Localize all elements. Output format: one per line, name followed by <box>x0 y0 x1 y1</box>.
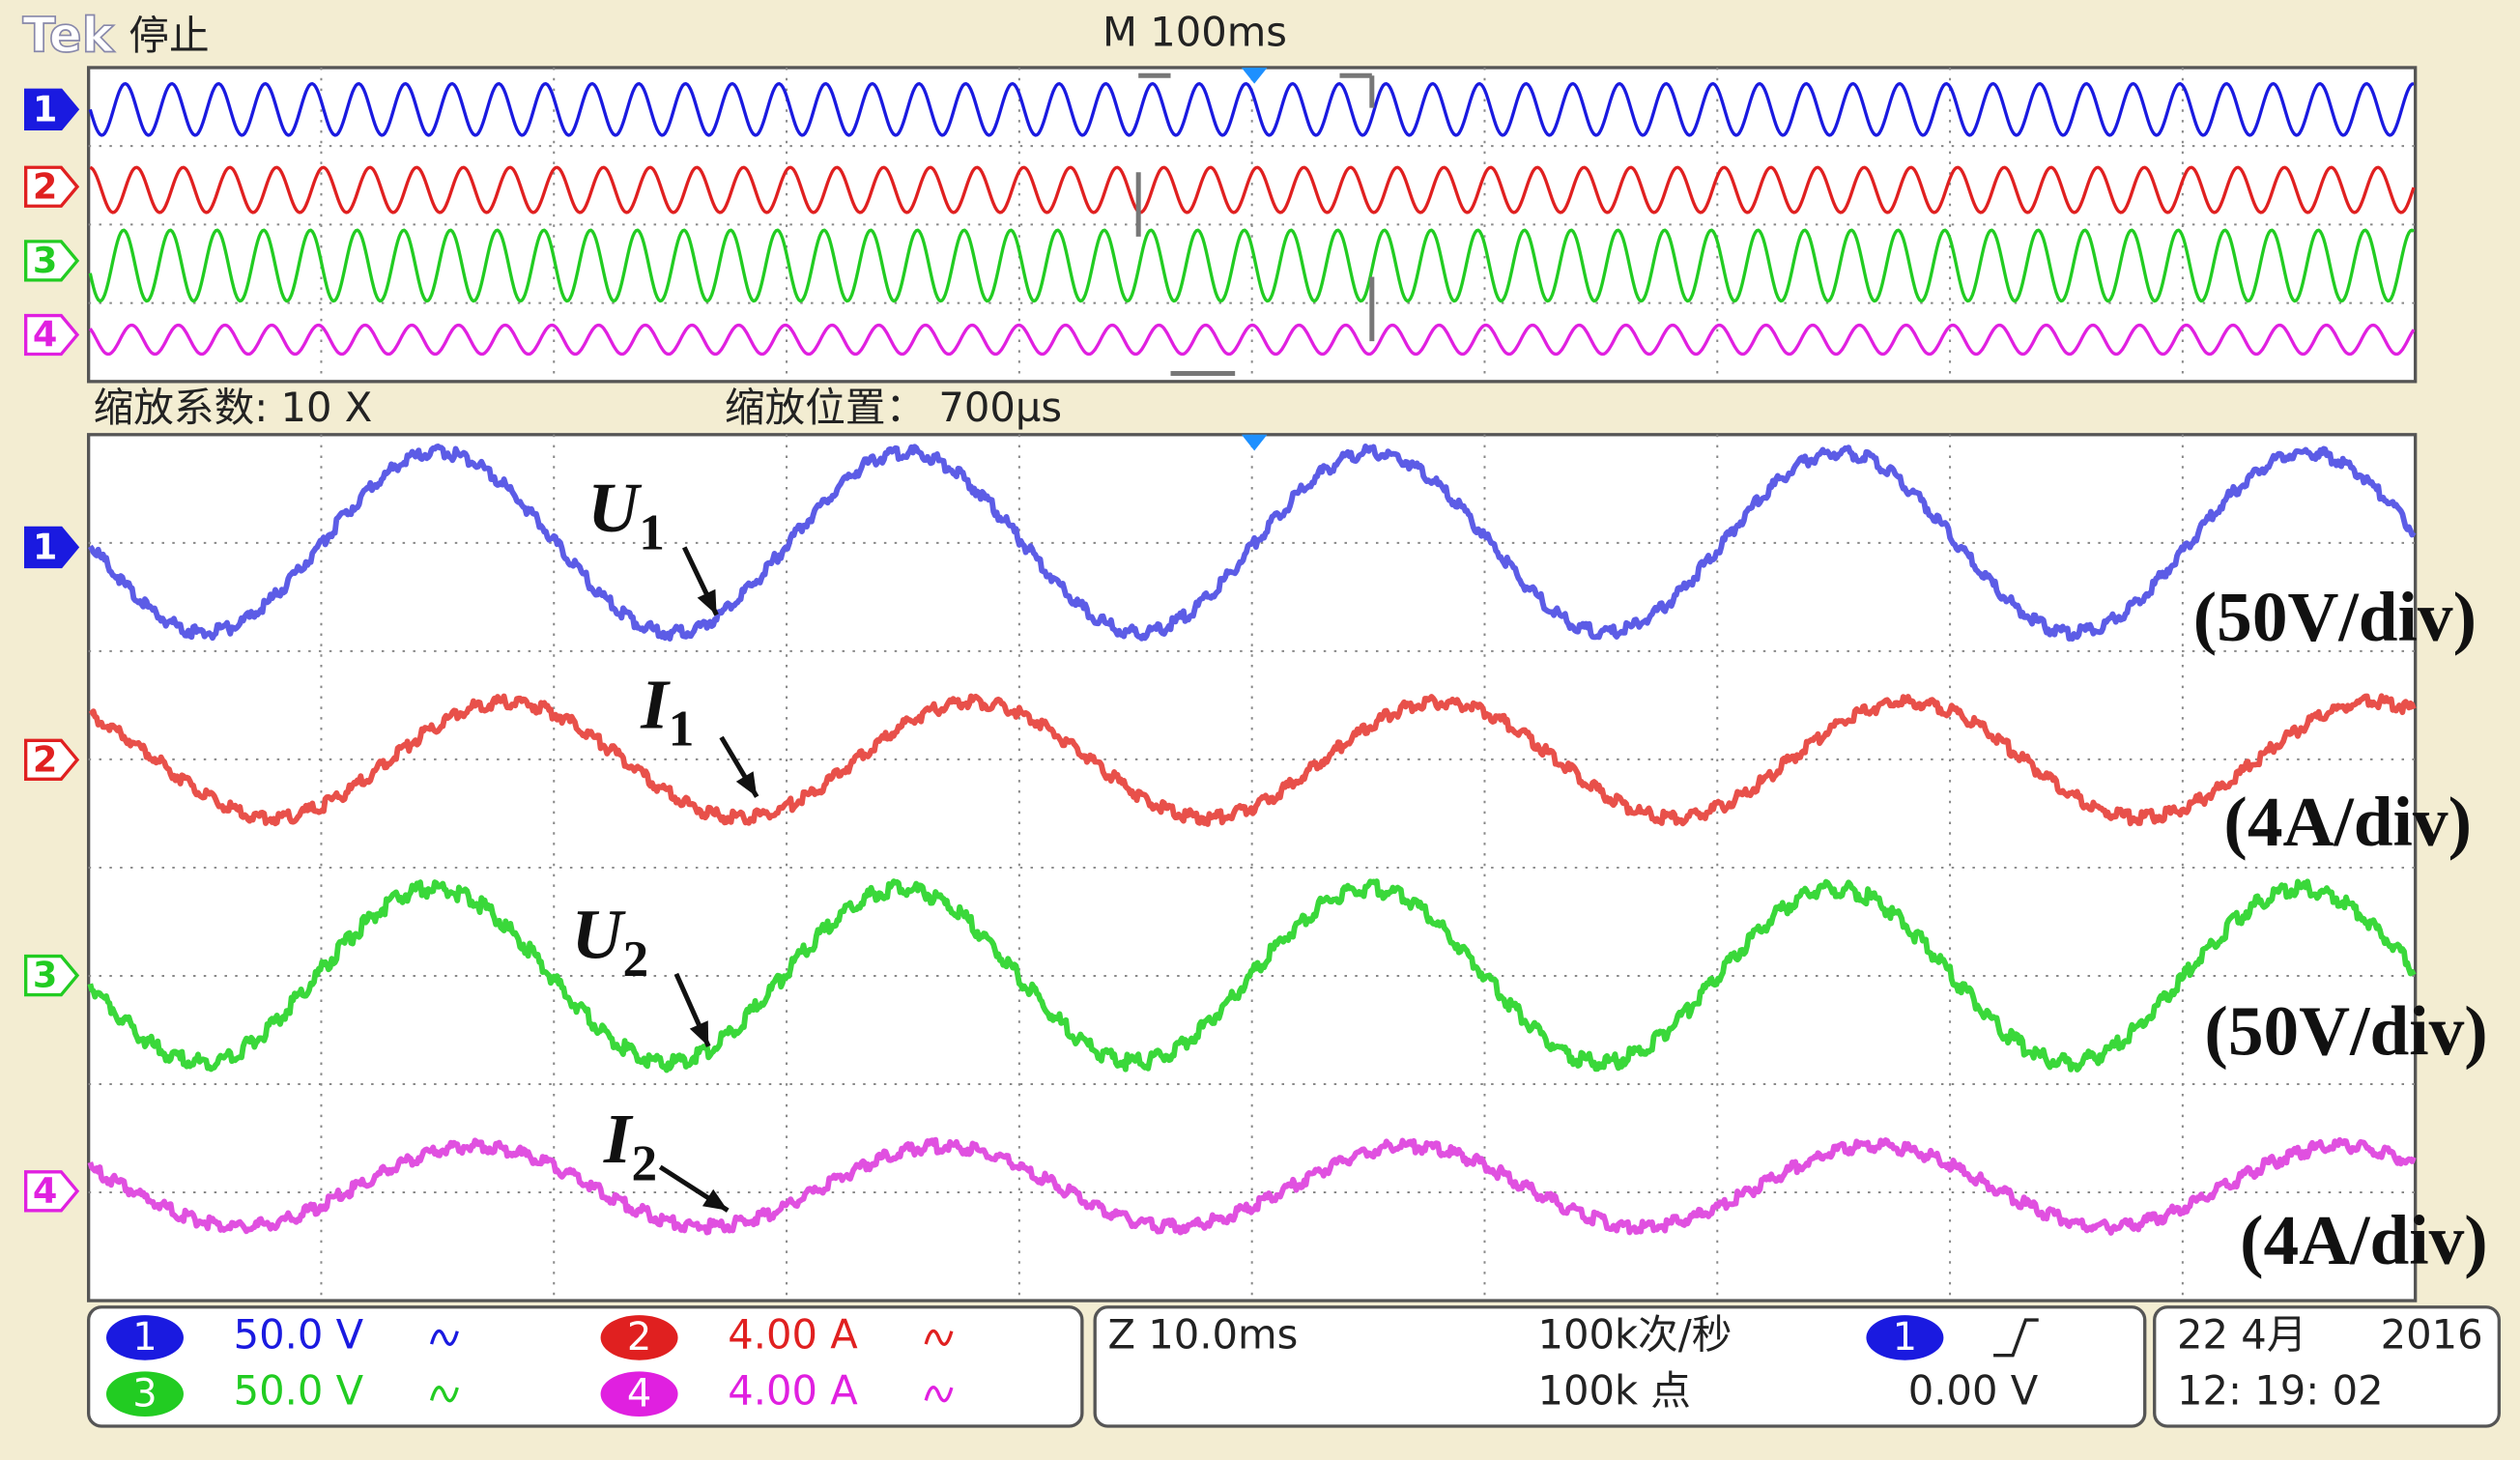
trigger-level: 0.00 V <box>1908 1367 2039 1415</box>
channel-marker-label: 2 <box>33 738 58 780</box>
arrow-head <box>702 1188 729 1211</box>
channel-marker-label: 1 <box>33 527 58 568</box>
channel-marker <box>23 526 80 569</box>
timebase: M 100ms <box>1102 9 1287 56</box>
trigger-marker <box>1241 434 1268 451</box>
channel-marker-label: 1 <box>33 88 58 129</box>
scale-label: (4A/div) <box>2223 783 2472 861</box>
coupling-icon <box>430 1329 459 1346</box>
channel-badge <box>105 1371 184 1417</box>
channel-marker <box>23 738 80 781</box>
date: 22 4月 <box>2177 1310 2306 1358</box>
coupling-icon <box>924 1329 954 1346</box>
scale-label: (50V/div) <box>2204 991 2487 1070</box>
annotations: U1(50V/div)I1(4A/div)U2(50V/div)I2(4A/di… <box>572 469 2488 1279</box>
channel-markers: 1 2 3 4 1 2 3 4 <box>23 88 80 1213</box>
zoom-position: 缩放位置： 700µs <box>725 384 1062 431</box>
signal-subscript: 1 <box>639 503 665 561</box>
year: 2016 <box>2381 1310 2483 1358</box>
channel-badge-label: 1 <box>1893 1315 1917 1360</box>
channel-badge-label: 1 <box>132 1315 157 1360</box>
channel-marker <box>23 1170 80 1213</box>
waveform <box>88 81 2415 137</box>
arrow-head <box>689 1020 709 1046</box>
coupling-icon <box>924 1386 954 1403</box>
arrow-head <box>697 588 717 615</box>
channel-marker <box>23 165 80 208</box>
channel-marker <box>23 240 80 282</box>
channel-badge-label: 4 <box>627 1371 651 1416</box>
channel-marker-label: 2 <box>33 165 58 207</box>
channel-badge <box>105 1315 184 1360</box>
signal-subscript: 2 <box>623 930 649 988</box>
waveform <box>88 693 2417 827</box>
channel-badge-label: 3 <box>132 1371 157 1416</box>
signal-label: U2 <box>572 895 649 988</box>
signal-symbol: I <box>603 1100 634 1178</box>
channel-scale: 50.0 V <box>234 1310 364 1358</box>
channel-marker <box>23 313 80 357</box>
channel-marker <box>23 88 80 130</box>
zoom-window <box>1135 72 1375 376</box>
trigger-marker <box>1241 67 1268 84</box>
record-length: 100k 点 <box>1537 1367 1691 1415</box>
channel-scale: 50.0 V <box>234 1367 364 1415</box>
signal-symbol: I <box>640 665 671 743</box>
signal-symbol: U <box>587 469 643 547</box>
waveform <box>87 1136 2417 1236</box>
signal-label: I2 <box>603 1100 657 1192</box>
brand: Tek <box>22 7 115 63</box>
channel-badge-label: 2 <box>627 1315 651 1360</box>
footer: 1 50.0 V 2 4.00 A 3 50.0 V 4 4.00 A 1 <box>105 1310 1944 1417</box>
zoom-timebase: Z 10.0ms <box>1108 1310 1299 1358</box>
waveform <box>88 323 2416 357</box>
trigger-slope-icon <box>1993 1318 2039 1358</box>
channel-badge <box>600 1371 678 1417</box>
channel-marker-label: 3 <box>33 955 58 996</box>
waveform <box>88 228 2416 303</box>
coupling-icon <box>430 1386 459 1403</box>
signal-subscript: 2 <box>631 1134 657 1192</box>
scale-label: (4A/div) <box>2240 1201 2488 1279</box>
channel-marker-label: 4 <box>33 314 58 356</box>
waveform <box>87 444 2417 642</box>
signal-subscript: 1 <box>669 700 695 758</box>
channel-scale: 4.00 A <box>728 1310 858 1358</box>
channel-marker-label: 4 <box>33 1170 58 1212</box>
waveforms <box>87 81 2417 1236</box>
channel-badge <box>1866 1315 1944 1360</box>
scale-label: (50V/div) <box>2193 578 2477 656</box>
channel-marker <box>23 954 80 997</box>
time: 12: 19: 02 <box>2177 1367 2384 1415</box>
signal-label: I1 <box>640 665 694 758</box>
signal-label: U1 <box>587 469 665 561</box>
status: 停止 <box>129 12 209 59</box>
zoom-factor: 缩放系数: 10 X <box>94 384 373 431</box>
arrow-head <box>735 771 758 797</box>
waveform <box>89 165 2416 215</box>
channel-panel <box>86 1305 1084 1428</box>
waveform <box>87 878 2417 1074</box>
channel-badge <box>600 1315 678 1360</box>
clock-panel <box>2153 1305 2502 1428</box>
signal-symbol: U <box>572 895 627 973</box>
channel-marker-label: 3 <box>33 240 58 281</box>
channel-scale: 4.00 A <box>728 1367 858 1415</box>
sample-rate: 100k次/秒 <box>1537 1310 1732 1358</box>
